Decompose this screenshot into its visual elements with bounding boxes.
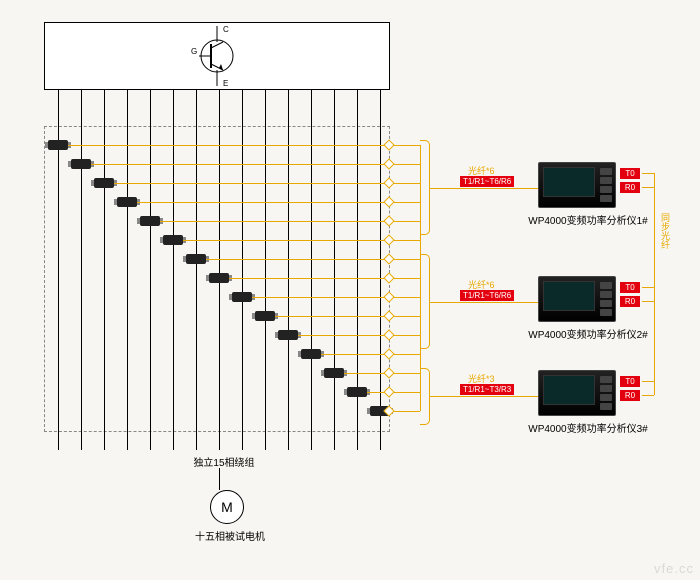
- r0-tag: R0: [620, 296, 640, 307]
- sync-fiber-label: 同步光纤: [658, 213, 672, 249]
- t0-tag: T0: [620, 282, 640, 293]
- svg-text:C: C: [223, 25, 229, 34]
- t0-tag: T0: [620, 376, 640, 387]
- current-sensor: [94, 178, 114, 188]
- current-sensor: [278, 330, 298, 340]
- phase-line: [219, 90, 220, 450]
- phase-line: [334, 90, 335, 450]
- current-sensor: [209, 273, 229, 283]
- signal-wire: [137, 202, 396, 203]
- current-sensor: [48, 140, 68, 150]
- sync-fiber-bus: [654, 173, 655, 395]
- phase-line: [104, 90, 105, 450]
- signal-group-brace: [420, 140, 430, 235]
- current-sensor: [117, 197, 137, 207]
- r0-tag: R0: [620, 182, 640, 193]
- signal-wire: [91, 164, 396, 165]
- current-sensor: [324, 368, 344, 378]
- t0-tag: T0: [620, 168, 640, 179]
- current-sensor: [186, 254, 206, 264]
- power-analyzer: [538, 370, 616, 416]
- current-sensor: [163, 235, 183, 245]
- current-sensor: [71, 159, 91, 169]
- signal-wire: [275, 316, 396, 317]
- signal-wire: [298, 335, 396, 336]
- phase-line: [380, 90, 381, 450]
- analyzer-caption: WP4000变频功率分析仪3#: [518, 420, 658, 435]
- motor-label: 十五相被试电机: [190, 528, 270, 543]
- svg-text:E: E: [223, 79, 228, 88]
- phase-line: [265, 90, 266, 450]
- phase-line: [173, 90, 174, 450]
- analyzer-caption: WP4000变频功率分析仪1#: [518, 212, 658, 227]
- phase-line: [311, 90, 312, 450]
- current-sensor: [255, 311, 275, 321]
- signal-group-brace: [420, 254, 430, 349]
- r0-tag: R0: [620, 390, 640, 401]
- phase-line: [127, 90, 128, 450]
- signal-wire: [252, 297, 396, 298]
- watermark: vfe.cc: [654, 561, 694, 576]
- signal-wire: [206, 259, 396, 260]
- channel-tag: T1/R1~T6/R6: [460, 176, 514, 187]
- analyzer-caption: WP4000变频功率分析仪2#: [518, 326, 658, 341]
- channel-tag: T1/R1~T6/R6: [460, 290, 514, 301]
- igbt-symbol: C G E: [177, 24, 257, 88]
- phase-line: [196, 90, 197, 450]
- phase-line: [242, 90, 243, 450]
- phase-line: [150, 90, 151, 450]
- signal-group-brace: [420, 368, 430, 425]
- motor-symbol: M: [210, 490, 244, 524]
- diagram-canvas: CGEWP4000变频功率分析仪1#光纤*6T1/R1~T6/R6T0R0WP4…: [0, 0, 700, 580]
- phase-line: [288, 90, 289, 450]
- signal-wire: [68, 145, 396, 146]
- current-sensor: [301, 349, 321, 359]
- current-sensor: [347, 387, 367, 397]
- signal-wire: [229, 278, 396, 279]
- phase-line: [81, 90, 82, 450]
- signal-wire: [183, 240, 396, 241]
- signal-wire: [114, 183, 396, 184]
- current-sensor: [232, 292, 252, 302]
- signal-wire: [160, 221, 396, 222]
- power-analyzer: [538, 276, 616, 322]
- current-sensor: [140, 216, 160, 226]
- power-analyzer: [538, 162, 616, 208]
- svg-text:G: G: [191, 47, 197, 56]
- channel-tag: T1/R1~T3/R3: [460, 384, 514, 395]
